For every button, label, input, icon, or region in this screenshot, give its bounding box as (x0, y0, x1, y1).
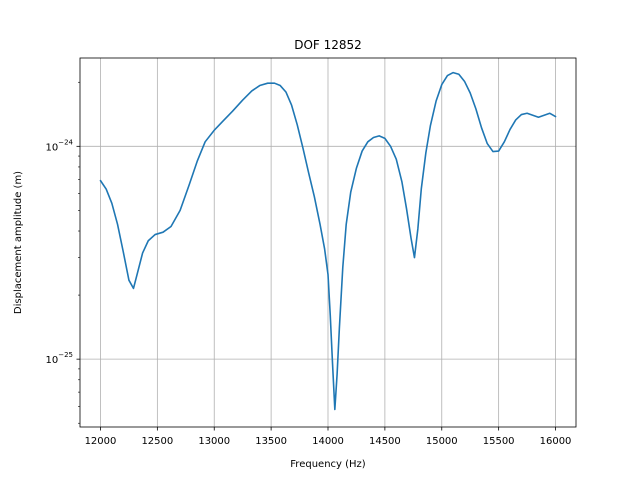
series-line (99, 71, 557, 411)
x-tick-label: 16000 (540, 436, 572, 447)
x-tick-label: 14000 (312, 436, 344, 447)
y-tick-label: 10−24 (45, 138, 73, 153)
x-tick-label: 15000 (426, 436, 458, 447)
x-axis: 12000 12500 13000 13500 14000 14500 15000 15500… (85, 427, 572, 447)
x-tick-label: 13500 (255, 436, 287, 447)
x-axis-label: Frequency (Hz) (290, 459, 366, 470)
x-tick-label: 14500 (369, 436, 401, 447)
x-tick-label: 15500 (483, 436, 515, 447)
x-tick-label: 12000 (85, 436, 117, 447)
plot-area (99, 71, 557, 411)
y-axis-label: Displacement amplitude (m) (13, 171, 24, 314)
chart-title: DOF 12852 (294, 38, 362, 52)
x-tick-label: 13000 (198, 436, 230, 447)
x-tick-label: 12500 (141, 436, 173, 447)
y-axis: 10−25 10−24 (45, 81, 80, 424)
grid (80, 58, 576, 427)
y-tick-label: 10−25 (45, 351, 73, 366)
